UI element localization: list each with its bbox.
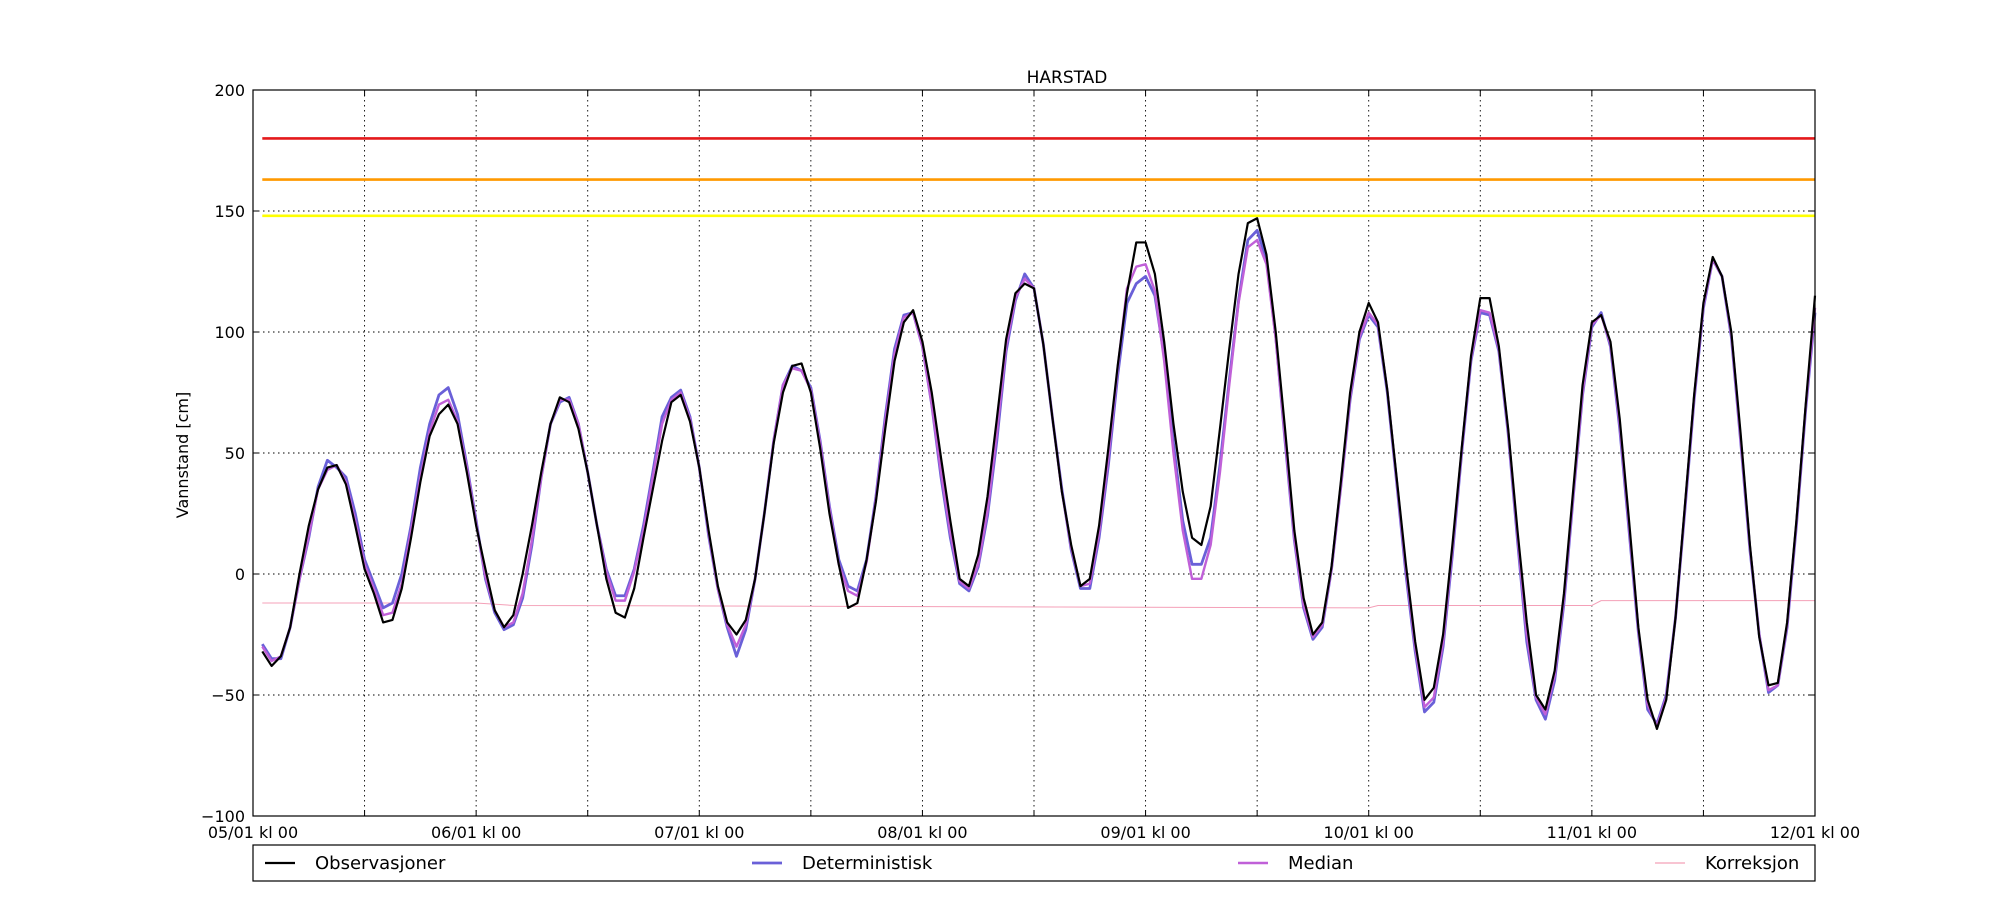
legend-frame [252,844,1816,882]
x-tick-label: 09/01 kl 00 [1100,823,1190,842]
legend-label: Median [1288,853,1353,874]
x-tick-label: 10/01 kl 00 [1324,823,1414,842]
legend: Observasjoner Deterministisk Median Korreks… [252,844,1816,882]
y-tick-label: 50 [225,444,245,463]
legend-label: Korreksjon [1705,853,1799,874]
x-tick-label: 07/01 kl 00 [654,823,744,842]
x-tick-label: 08/01 kl 00 [877,823,967,842]
threshold-lines [262,137,1815,218]
x-tick-label: 06/01 kl 00 [431,823,521,842]
y-tick-label: 200 [214,81,245,100]
series-line-deterministisk [261,228,1817,726]
x-tick-label: 12/01 kl 00 [1770,823,1860,842]
y-tick-label: 150 [214,202,245,221]
y-tick-label: 100 [214,323,245,342]
chart-title: HARSTAD [1027,68,1108,88]
y-axis-label: Vannstand [cm] [173,392,192,518]
legend-label: Deterministisk [802,853,933,874]
y-tick-label: −50 [211,686,245,705]
legend-label: Observasjoner [315,853,446,874]
x-tick-label: 05/01 kl 00 [208,823,298,842]
y-tick-label: 0 [235,565,245,584]
grid [253,90,1815,816]
series-line-observasjoner [261,217,1817,730]
axis-ticks: −100 −50 0 50 100 150 200 05/01 kl 00 06/01 kl 0… [201,81,1860,842]
y-tick-label: −100 [201,807,245,826]
series-lines [261,217,1817,730]
series-line-korreksjon [262,600,1815,609]
x-tick-label: 11/01 kl 00 [1547,823,1637,842]
